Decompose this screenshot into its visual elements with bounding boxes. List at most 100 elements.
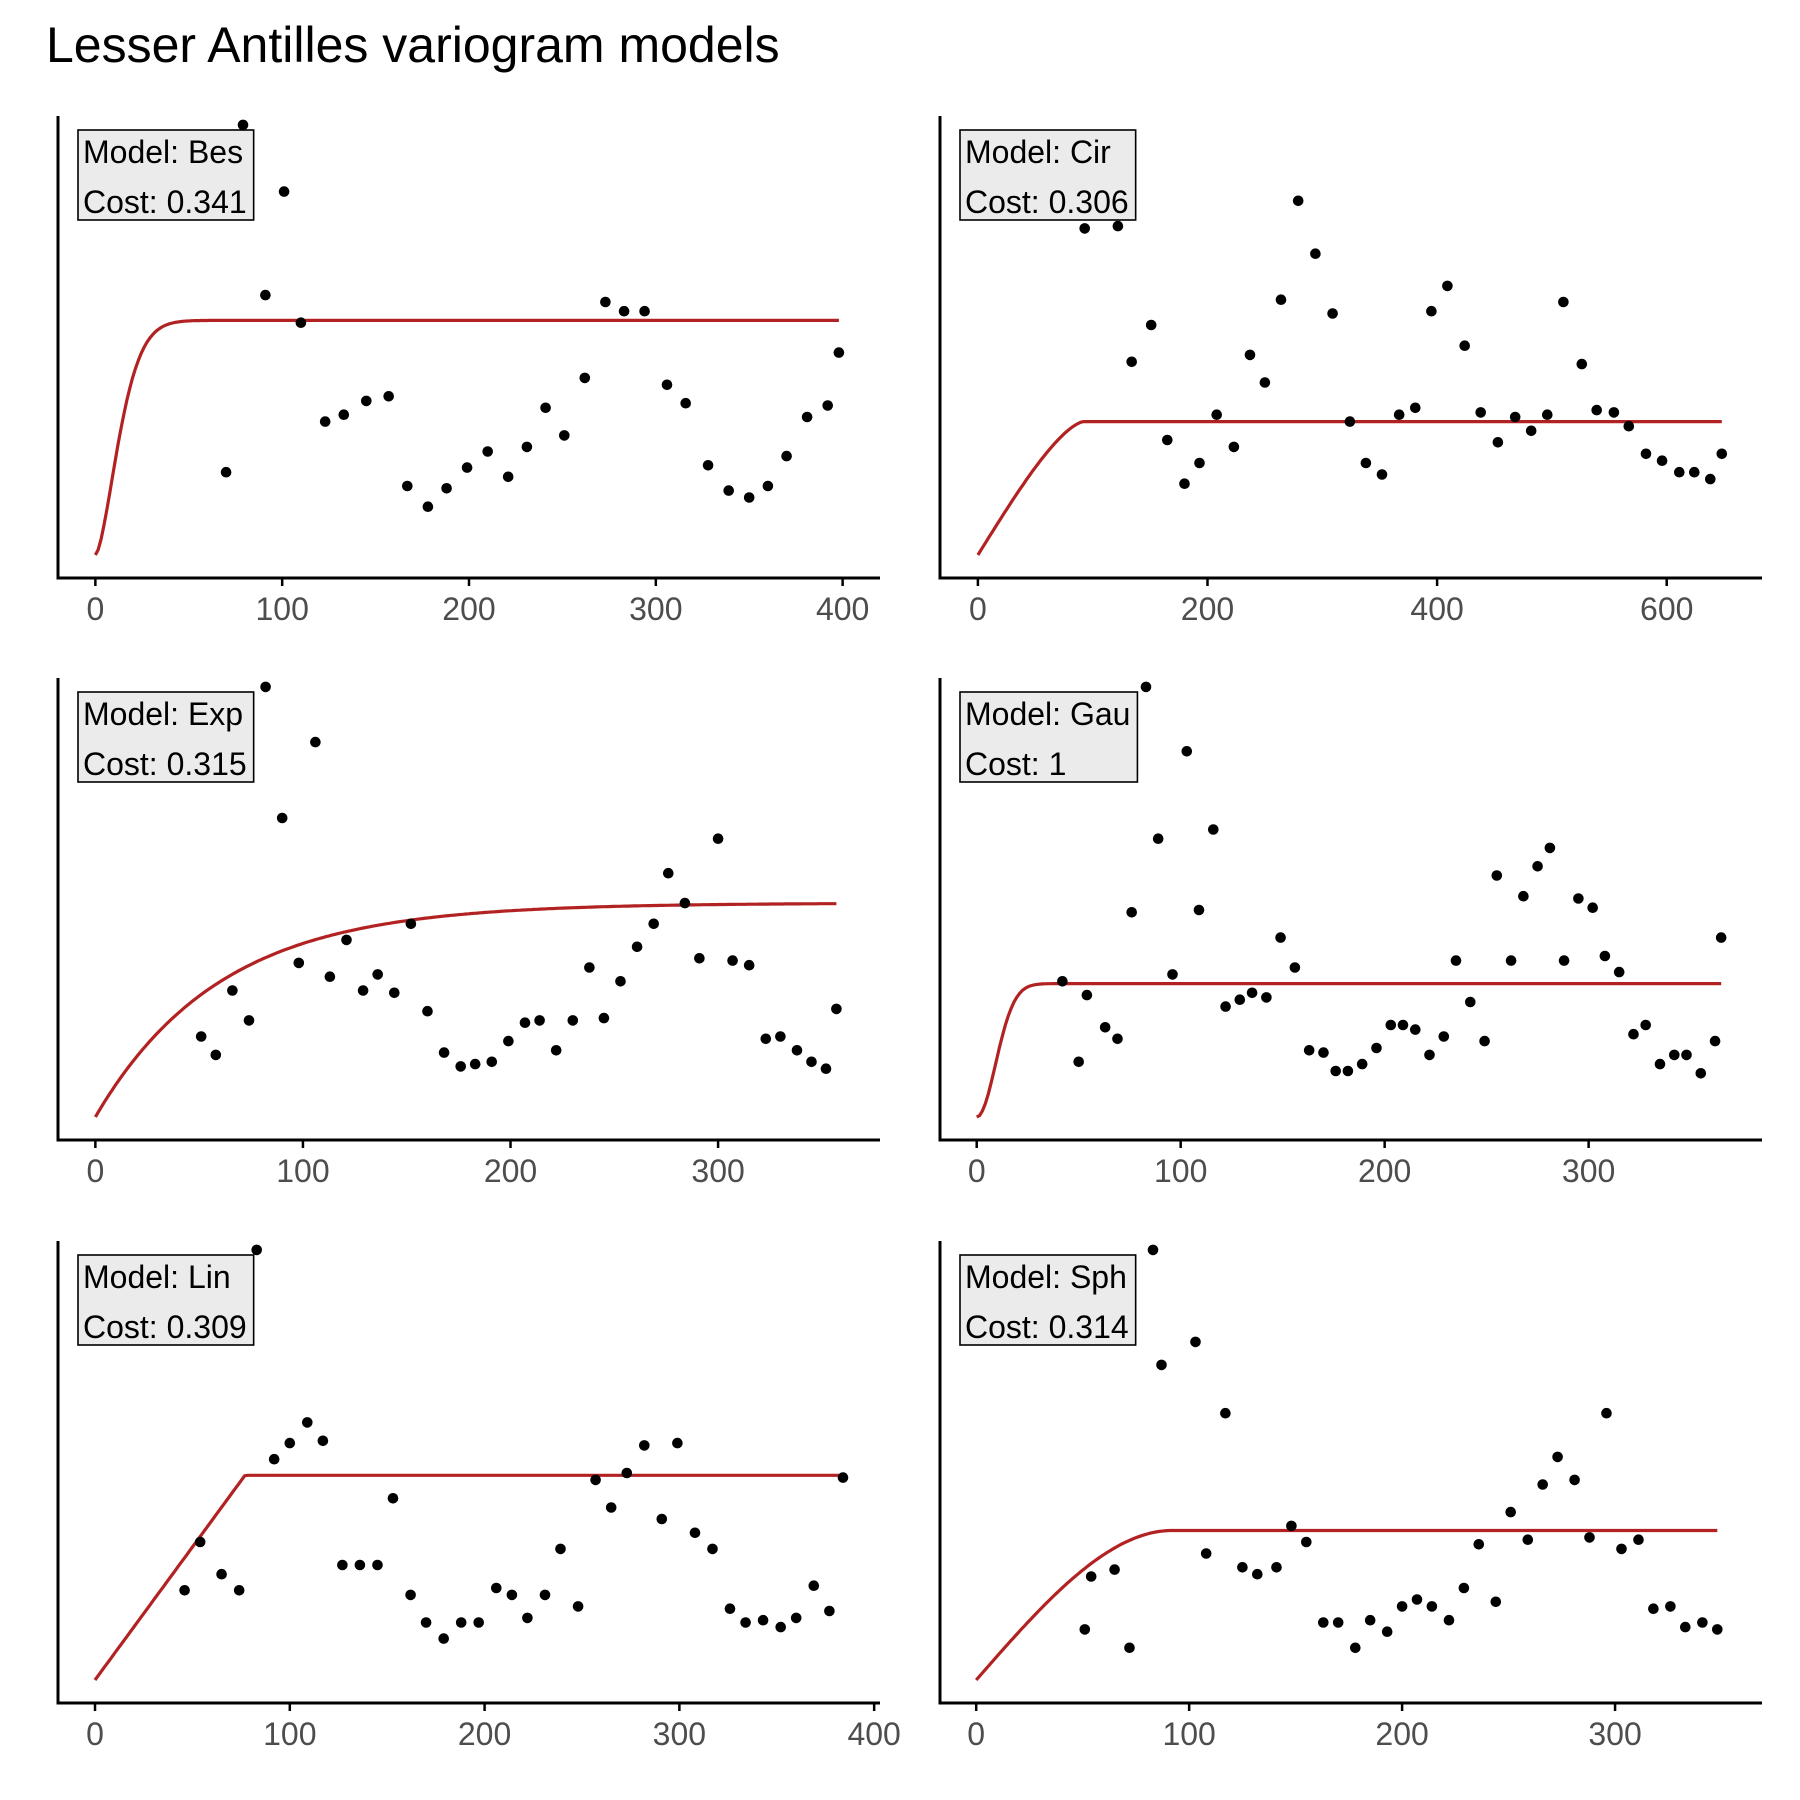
data-point [1228,441,1240,453]
data-point [1505,955,1517,966]
x-tick-label: 300 [629,591,682,627]
data-point [1344,416,1356,427]
data-point [1633,1534,1644,1545]
data-point [1179,478,1190,490]
data-point [1310,248,1321,259]
data-point [648,918,659,930]
data-point [1640,1019,1651,1031]
model-curve [975,982,1722,1119]
data-point [639,1440,650,1451]
data-point [1656,455,1668,467]
data-point [760,1033,772,1045]
model-cost-label: Cost: 0.306 [965,184,1129,220]
data-point [1318,1047,1329,1058]
x-tick-label: 400 [847,1716,900,1752]
data-point [702,460,714,471]
x-tick-label: 200 [484,1153,537,1189]
data-point [1350,1642,1361,1654]
data-point [1697,1617,1708,1628]
data-point [1654,1058,1666,1070]
x-tick-label: 0 [86,591,104,627]
data-point [1599,950,1611,962]
data-point [420,1617,432,1628]
data-point [216,1568,227,1580]
data-point [1709,1035,1721,1047]
data-point [179,1585,190,1596]
data-point [833,347,845,358]
data-point [310,736,321,748]
data-point [268,1453,280,1465]
data-point [1376,469,1388,480]
data-point [605,1502,617,1513]
data-point [1057,976,1068,987]
data-point [1342,1065,1354,1077]
data-point [260,289,271,301]
x-tick-label: 300 [691,1153,744,1189]
data-point [567,1015,579,1026]
data-point [743,492,755,503]
data-point [1465,996,1476,1008]
model-label-box [77,691,255,783]
data-point [723,485,734,496]
data-point [740,1617,751,1628]
data-point [540,402,551,414]
data-point [1193,904,1205,916]
data-point [590,1474,601,1486]
data-point [1289,962,1301,973]
data-point [615,976,626,987]
x-tick-label: 0 [86,1153,104,1189]
data-point [1544,842,1556,854]
data-point [237,119,249,131]
data-point [317,1435,329,1447]
data-point [822,400,833,411]
data-point [455,1617,467,1628]
data-point [455,1061,467,1072]
data-point [422,501,434,512]
data-point [1443,1614,1455,1626]
data-point [1542,409,1553,421]
data-point [1411,1594,1423,1605]
data-point [1259,377,1271,388]
model-label-box [959,691,1139,783]
data-point [1558,955,1570,966]
data-point [1162,434,1173,446]
x-tick-label: 300 [1588,1716,1641,1752]
data-point [1109,1564,1120,1575]
data-point [1410,402,1421,414]
model-name-label: Model: Bes [83,134,243,170]
data-point [1073,1056,1084,1068]
x-tick-label: 200 [458,1716,511,1752]
data-point [1674,466,1685,478]
data-point [1426,305,1437,317]
data-point [1490,1596,1502,1608]
x-tick-label: 0 [967,1716,985,1752]
data-point [1669,1049,1680,1061]
data-point [1552,1451,1563,1463]
data-point [1573,893,1584,904]
data-point [572,1601,584,1612]
model-name-label: Model: Gau [965,696,1130,732]
data-point [1458,1582,1470,1594]
panel-bes: 0 100 200 300 400 Model: Bes Cost: 0.341 [56,116,880,627]
data-point [482,446,494,457]
data-point [824,1605,835,1617]
data-point [1424,1049,1435,1061]
data-point [621,1467,633,1479]
data-point [354,1559,366,1571]
data-point [1190,1336,1201,1348]
data-point [319,416,331,427]
data-point [1569,1474,1580,1486]
data-point [1181,746,1193,757]
data-point [361,395,372,407]
data-point [1261,992,1272,1003]
model-curve [974,1528,1718,1682]
data-point [405,918,417,930]
data-point [295,317,307,329]
data-point [663,867,674,879]
data-point [1712,1624,1723,1635]
model-cost-label: Cost: 0.315 [83,746,247,782]
data-point [1356,1058,1368,1070]
data-point [707,1543,718,1555]
data-point [1608,407,1620,418]
data-point [1140,681,1152,693]
